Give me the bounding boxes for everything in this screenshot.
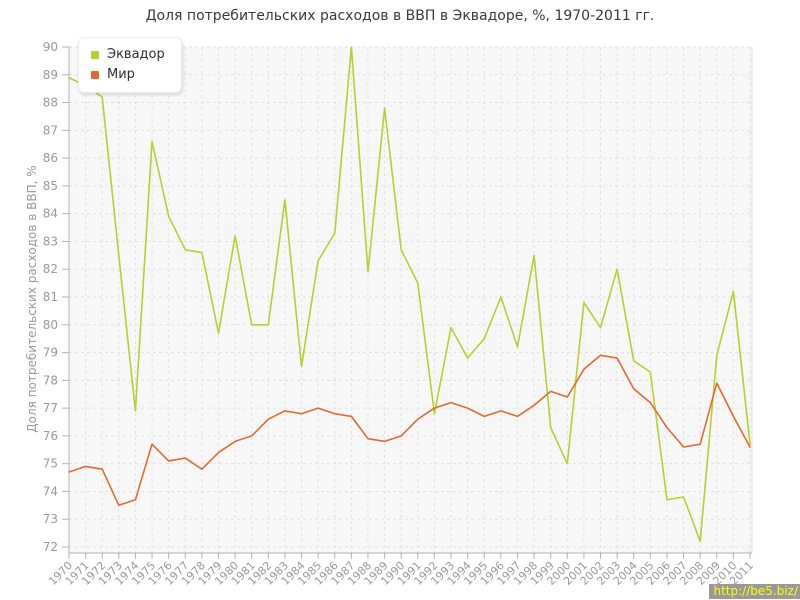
plot-area [69,47,752,553]
watermark-link[interactable]: http://be5.biz/ [709,584,800,599]
legend-label-world: Мир [107,67,135,82]
chart-legend: Эквадор Мир [78,37,182,93]
y-axis-label: 90 [43,40,58,54]
y-axis-label: 79 [43,346,58,360]
y-axis-label: 74 [43,484,58,498]
legend-item-world[interactable]: Мир [91,65,165,85]
legend-marker-world [91,71,99,79]
y-axis-label: 87 [43,123,58,137]
y-axis-label: 83 [43,234,58,248]
y-axis-label: 86 [43,151,58,165]
y-axis-label: 78 [43,373,58,387]
legend-marker-ecuador [91,51,99,59]
legend-label-ecuador: Эквадор [107,47,165,62]
y-axis-title: Доля потребительских расходов в ВВП, % [25,165,39,433]
y-axis-label: 73 [43,512,58,526]
series-line-world [68,354,751,507]
y-axis-label: 75 [43,457,58,471]
chart-title: Доля потребительских расходов в ВВП в Эк… [145,8,655,24]
series-line-ecuador [68,46,751,543]
y-axis-label: 72 [43,540,58,554]
y-axis-label: 88 [43,96,58,110]
y-axis-label: 85 [43,179,58,193]
legend-item-ecuador[interactable]: Эквадор [91,45,165,65]
y-axis-label: 82 [43,262,58,276]
y-axis-label: 89 [43,68,58,82]
y-axis-label: 76 [43,429,58,443]
y-axis-label: 81 [43,290,58,304]
y-axis-label: 80 [43,318,58,332]
y-axis-label: 84 [43,207,58,221]
y-axis-label: 77 [43,401,58,415]
